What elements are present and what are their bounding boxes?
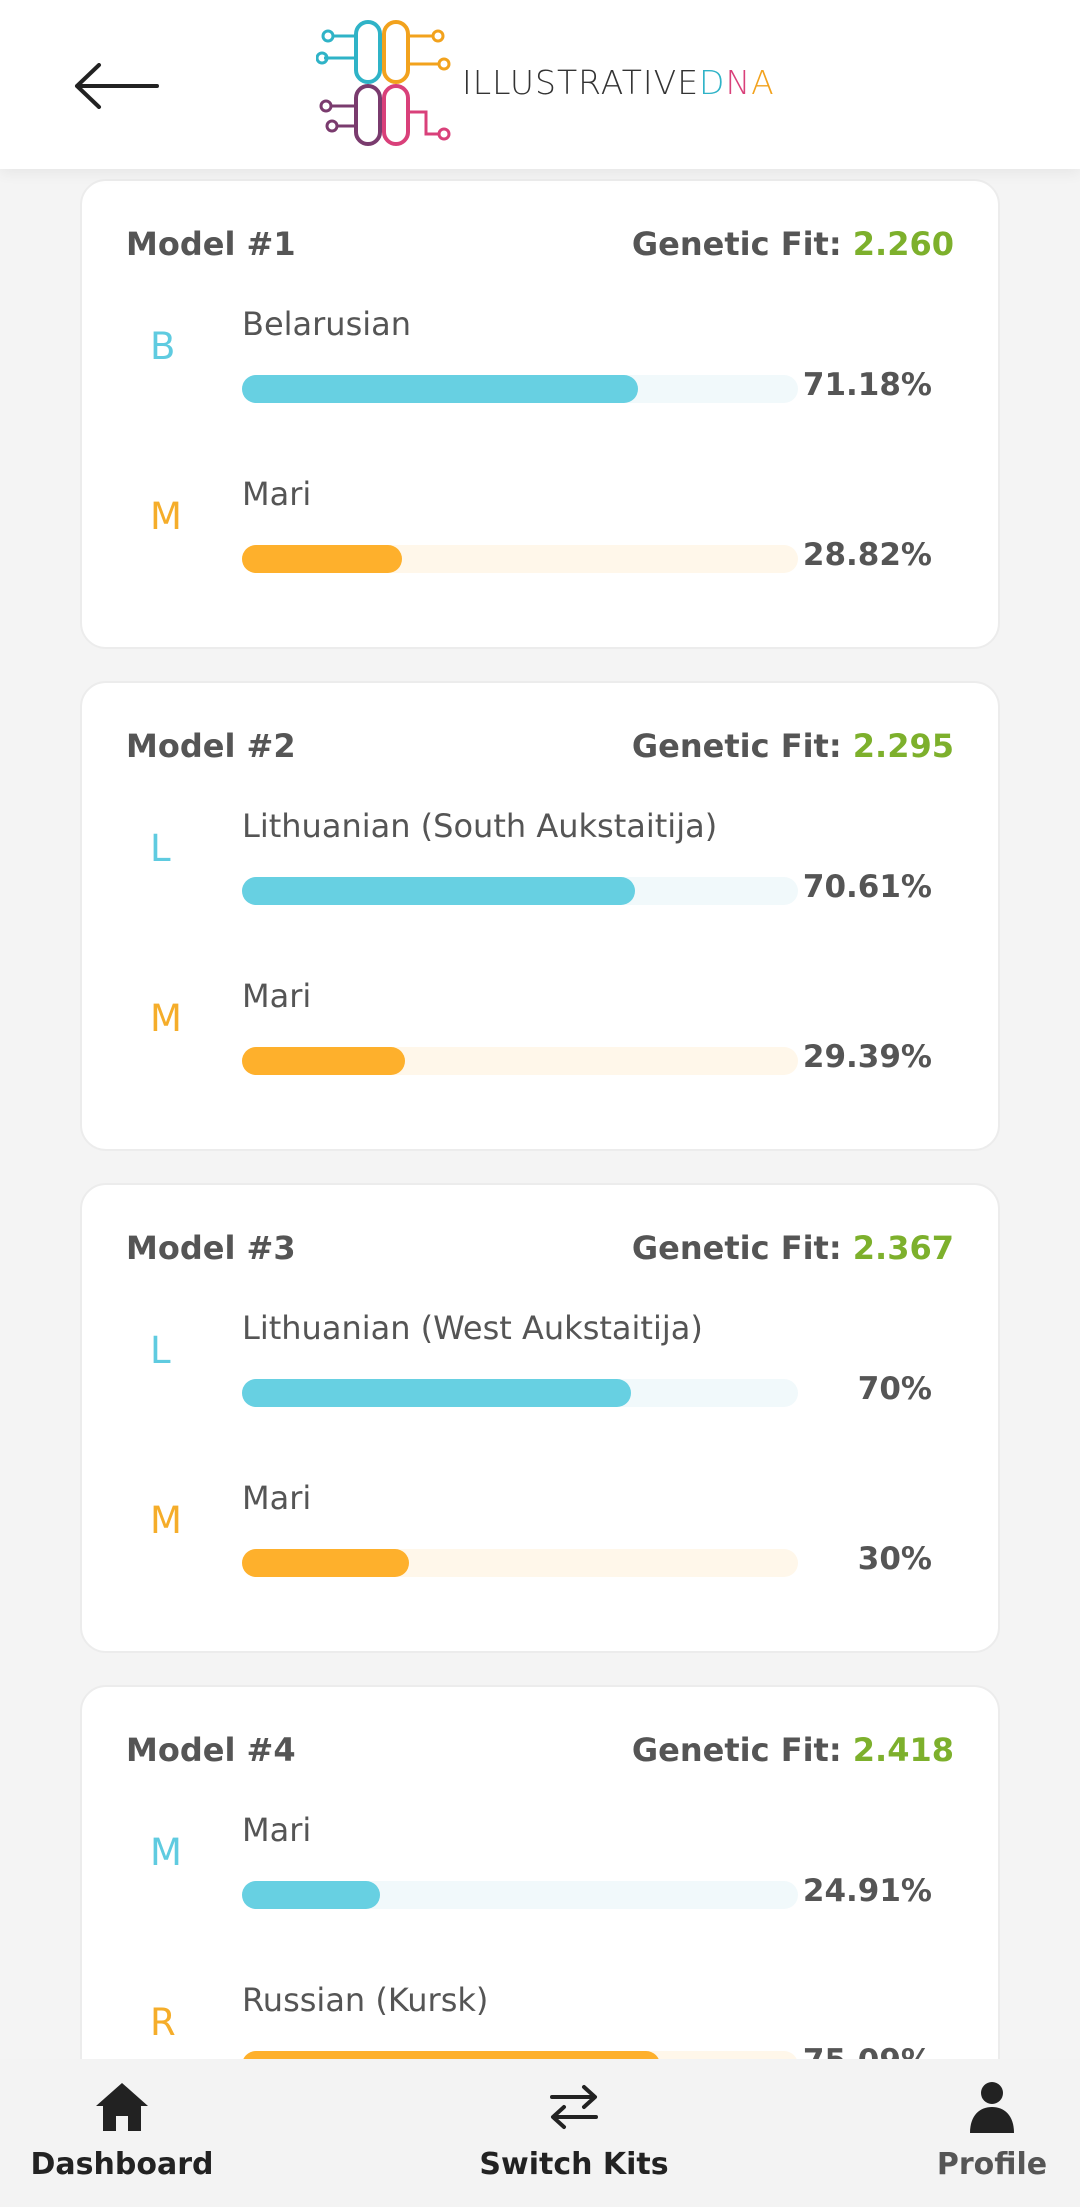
component-name: Mari — [242, 475, 312, 513]
component-initial: M — [150, 1831, 182, 1874]
arrow-left-icon — [75, 63, 159, 109]
component-row: L Lithuanian (South Aukstaitija) 70.61% — [82, 807, 1002, 947]
nav-switch-kits-label: Switch Kits — [479, 2147, 669, 2182]
logo-text-main: ILLUSTRATIVE — [462, 62, 700, 102]
progress-fill — [242, 2051, 660, 2059]
nav-dashboard[interactable]: Dashboard — [31, 2079, 213, 2189]
genetic-fit: Genetic Fit: 2.295 — [632, 727, 954, 765]
progress-track — [242, 1549, 798, 1577]
progress-fill — [242, 877, 635, 905]
model-card: Model #4 Genetic Fit: 2.418 M Mari 24.91… — [80, 1685, 1000, 2059]
genetic-fit-label: Genetic Fit: — [631, 1731, 842, 1769]
progress-track — [242, 877, 798, 905]
component-percent: 75.09% — [803, 2043, 932, 2059]
component-row: M Mari 28.82% — [82, 475, 1002, 615]
model-card: Model #1 Genetic Fit: 2.260 B Belarusian… — [80, 179, 1000, 649]
progress-track — [242, 1379, 798, 1407]
nav-profile-label: Profile — [936, 2147, 1048, 2182]
genetic-fit: Genetic Fit: 2.260 — [632, 225, 954, 263]
component-percent: 28.82% — [802, 537, 932, 573]
home-icon — [96, 2083, 148, 2131]
logo-text-d: D — [699, 62, 726, 102]
component-name: Lithuanian (South Aukstaitija) — [242, 807, 718, 845]
component-percent: 71.18% — [802, 367, 932, 403]
component-initial: M — [150, 997, 182, 1040]
component-name: Lithuanian (West Aukstaitija) — [242, 1309, 703, 1347]
component-initial: B — [150, 325, 176, 368]
component-name: Mari — [242, 1811, 312, 1849]
model-title: Model #1 — [126, 225, 296, 263]
component-name: Belarusian — [242, 305, 412, 343]
model-title: Model #2 — [126, 727, 296, 765]
dna-logo-icon — [316, 20, 451, 146]
component-percent: 30% — [857, 1541, 932, 1577]
component-percent: 24.91% — [802, 1873, 932, 1909]
brand-logo: ILLUSTRATIVEDNA — [316, 16, 775, 148]
logo-text-n: N — [725, 62, 752, 102]
models-list[interactable]: Model #1 Genetic Fit: 2.260 B Belarusian… — [0, 169, 1080, 2059]
genetic-fit-label: Genetic Fit: — [631, 1229, 842, 1267]
app-header: ILLUSTRATIVEDNA — [0, 0, 1080, 169]
logo-wordmark: ILLUSTRATIVEDNA — [462, 63, 775, 102]
progress-fill — [242, 1379, 632, 1407]
model-title: Model #4 — [126, 1731, 296, 1769]
component-row: M Mari 30% — [82, 1479, 1002, 1619]
bottom-navigation: Dashboard Switch Kits Profile — [0, 2059, 1080, 2207]
nav-profile[interactable]: Profile — [934, 2079, 1050, 2189]
component-initial: L — [150, 1329, 171, 1372]
component-row: B Belarusian 71.18% — [82, 305, 1002, 445]
component-row: M Mari 24.91% — [82, 1811, 1002, 1951]
genetic-fit-value: 2.295 — [852, 727, 954, 765]
component-name: Mari — [242, 1479, 312, 1517]
progress-fill — [242, 375, 638, 403]
back-button[interactable] — [66, 50, 166, 122]
component-initial: L — [150, 827, 171, 870]
progress-fill — [242, 1047, 406, 1075]
model-title: Model #3 — [126, 1229, 296, 1267]
progress-track — [242, 375, 798, 403]
genetic-fit-label: Genetic Fit: — [631, 225, 842, 263]
nav-dashboard-label: Dashboard — [30, 2147, 214, 2182]
genetic-fit: Genetic Fit: 2.367 — [632, 1229, 954, 1267]
progress-track — [242, 2051, 798, 2059]
model-card: Model #3 Genetic Fit: 2.367 L Lithuanian… — [80, 1183, 1000, 1653]
progress-fill — [242, 1881, 381, 1909]
component-name: Russian (Kursk) — [242, 1981, 489, 2019]
swap-arrows-icon — [550, 2085, 598, 2129]
component-row: L Lithuanian (West Aukstaitija) 70% — [82, 1309, 1002, 1449]
progress-fill — [242, 545, 403, 573]
person-icon — [970, 2082, 1014, 2133]
genetic-fit-value: 2.418 — [852, 1731, 954, 1769]
model-card: Model #2 Genetic Fit: 2.295 L Lithuanian… — [80, 681, 1000, 1151]
component-percent: 70.61% — [802, 869, 932, 905]
genetic-fit-value: 2.367 — [852, 1229, 954, 1267]
progress-fill — [242, 1549, 409, 1577]
genetic-fit-label: Genetic Fit: — [631, 727, 842, 765]
component-row: R Russian (Kursk) 75.09% — [82, 1981, 1002, 2059]
progress-track — [242, 1881, 798, 1909]
genetic-fit-value: 2.260 — [852, 225, 954, 263]
component-initial: M — [150, 495, 182, 538]
component-name: Mari — [242, 977, 312, 1015]
component-initial: R — [150, 2001, 176, 2044]
component-initial: M — [150, 1499, 182, 1542]
component-row: M Mari 29.39% — [82, 977, 1002, 1117]
component-percent: 29.39% — [802, 1039, 932, 1075]
nav-switch-kits[interactable]: Switch Kits — [479, 2079, 669, 2189]
logo-text-a: A — [751, 62, 775, 102]
genetic-fit: Genetic Fit: 2.418 — [632, 1731, 954, 1769]
component-percent: 70% — [857, 1371, 932, 1407]
progress-track — [242, 1047, 798, 1075]
progress-track — [242, 545, 798, 573]
